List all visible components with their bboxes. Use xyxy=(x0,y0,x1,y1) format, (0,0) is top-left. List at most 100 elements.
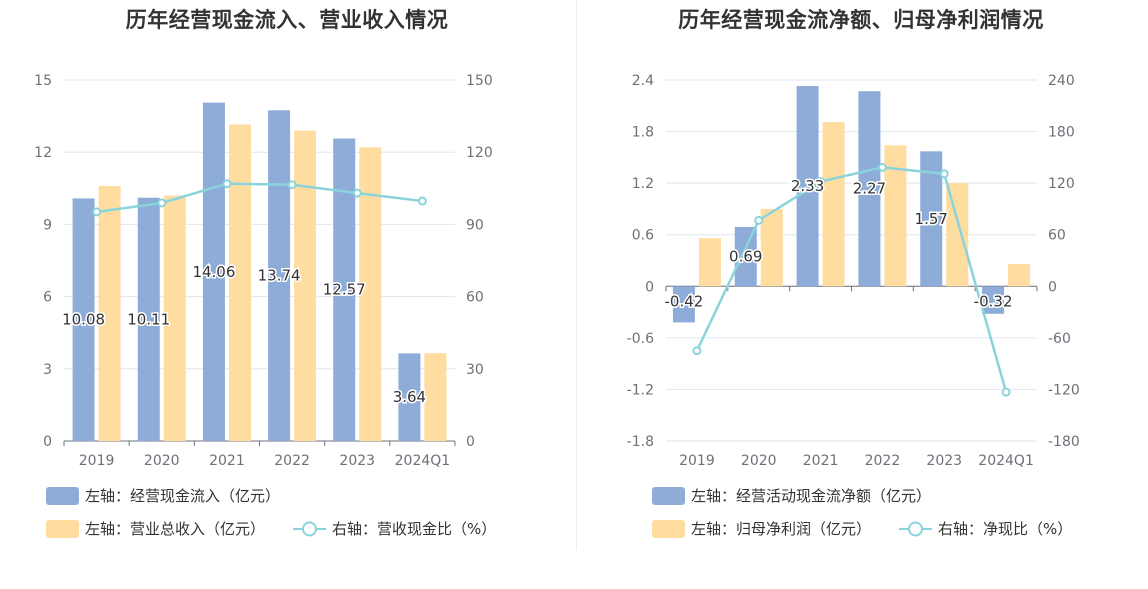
y-right-tick-label: 0 xyxy=(1048,279,1057,295)
chart-title: 历年经营现金流入、营业收入情况 xyxy=(125,8,449,32)
legend-label: 右轴：营收现金比（%） xyxy=(332,520,496,538)
bar xyxy=(884,145,907,287)
data-label: 14.06 xyxy=(192,263,235,281)
legend-swatch xyxy=(908,521,924,537)
y-right-tick-label: 240 xyxy=(1048,73,1075,89)
y-left-tick-label: 3 xyxy=(43,362,52,378)
y-left-tick-label: 15 xyxy=(34,73,52,89)
data-label: -0.42 xyxy=(665,292,704,310)
y-right-tick-label: 180 xyxy=(1048,125,1075,141)
line-point xyxy=(1001,387,1011,397)
x-tick-label: 2024Q1 xyxy=(395,453,451,469)
y-left-tick-label: 9 xyxy=(43,217,52,233)
bar xyxy=(163,195,186,441)
line-point xyxy=(939,169,949,179)
legend-swatch xyxy=(46,487,79,505)
y-left-tick-label: 1.8 xyxy=(632,125,654,141)
bar xyxy=(920,151,943,287)
data-label: -0.32 xyxy=(974,292,1013,310)
bar xyxy=(424,353,447,441)
bar xyxy=(98,185,121,441)
line-point xyxy=(754,215,764,225)
bar xyxy=(72,198,95,441)
line-point xyxy=(92,207,102,217)
line-point xyxy=(417,196,427,206)
y-right-tick-label: -120 xyxy=(1048,382,1080,398)
bar xyxy=(137,197,160,441)
y-left-tick-label: 2.4 xyxy=(632,73,654,89)
line-point xyxy=(287,180,297,190)
x-tick-label: 2021 xyxy=(209,453,245,469)
data-label: 10.11 xyxy=(127,310,170,328)
chart-canvas: 0 0 3 30 6 60 9 90 12 120 15 150 2019 2020 2021 2022 202… xyxy=(34,73,496,538)
y-right-tick-label: -180 xyxy=(1048,434,1080,450)
x-tick-label: 2020 xyxy=(741,453,777,469)
y-right-tick-label: 120 xyxy=(1048,176,1075,192)
y-right-tick-label: 120 xyxy=(466,145,493,161)
data-label: 3.64 xyxy=(393,388,426,406)
bar xyxy=(982,286,1005,314)
chart-panel-left: 历年经营现金流入、营业收入情况 0 0 3 30 6 60 9 90 12 120 15 150 201… xyxy=(34,8,496,538)
line-point xyxy=(692,346,702,356)
line-point xyxy=(222,179,232,189)
line-point xyxy=(877,162,887,172)
bar xyxy=(734,226,757,287)
legend-label: 左轴：经营现金流入（亿元） xyxy=(85,487,280,505)
y-right-tick-label: -60 xyxy=(1048,331,1071,347)
legend-label: 左轴：经营活动现金流净额（亿元） xyxy=(691,487,931,505)
legend-label: 右轴：净现比（%） xyxy=(938,520,1072,538)
y-left-tick-label: -1.2 xyxy=(627,382,654,398)
bar xyxy=(672,286,695,323)
bar xyxy=(760,208,783,287)
x-tick-label: 2019 xyxy=(79,453,115,469)
bar xyxy=(359,147,382,442)
legend-swatch xyxy=(302,521,318,537)
panel-divider xyxy=(576,0,577,550)
line-point xyxy=(157,198,167,208)
legend-label: 左轴：营业总收入（亿元） xyxy=(85,520,265,538)
y-right-tick-label: 150 xyxy=(466,73,493,89)
data-label: 13.74 xyxy=(258,267,301,285)
y-right-tick-label: 60 xyxy=(466,290,484,306)
x-tick-label: 2023 xyxy=(339,453,375,469)
legend-label: 左轴：归母净利润（亿元） xyxy=(691,520,871,538)
line-point xyxy=(352,188,362,198)
y-left-tick-label: 0.6 xyxy=(632,228,654,244)
legend-swatch xyxy=(652,520,685,538)
legend-swatch xyxy=(652,487,685,505)
chart-panel-right: 历年经营现金流净额、归母净利润情况 -1.8 -180 -1.2 -120 -0.6 -6… xyxy=(574,0,1148,589)
y-left-tick-label: 0 xyxy=(645,279,654,295)
chart-canvas: -1.8 -180 -1.2 -120 -0.6 -60 0 0 0.6 60 1.2 120 1.8 1… xyxy=(627,73,1080,538)
data-label: 2.33 xyxy=(791,177,824,195)
legend-swatch xyxy=(46,520,79,538)
line-series xyxy=(695,166,1008,393)
data-label: 10.08 xyxy=(62,311,105,329)
bar xyxy=(796,86,819,287)
bar xyxy=(398,353,421,441)
y-left-tick-label: 1.2 xyxy=(632,176,654,192)
x-tick-label: 2024Q1 xyxy=(978,453,1034,469)
x-tick-label: 2022 xyxy=(274,453,310,469)
data-label: 2.27 xyxy=(853,180,886,198)
chart-title: 历年经营现金流净额、归母净利润情况 xyxy=(678,8,1044,32)
x-tick-label: 2020 xyxy=(144,453,180,469)
bar xyxy=(946,183,969,287)
y-left-tick-label: 0 xyxy=(43,434,52,450)
bar xyxy=(858,91,881,287)
y-right-tick-label: 60 xyxy=(1048,228,1066,244)
bar xyxy=(822,122,845,287)
y-left-tick-label: -1.8 xyxy=(627,434,654,450)
bar xyxy=(698,238,721,287)
line-series xyxy=(96,182,423,214)
x-tick-label: 2022 xyxy=(865,453,901,469)
y-right-tick-label: 90 xyxy=(466,217,484,233)
x-tick-label: 2023 xyxy=(926,453,962,469)
bar xyxy=(228,124,251,442)
y-left-tick-label: -0.6 xyxy=(627,331,654,347)
y-right-tick-label: 0 xyxy=(466,434,475,450)
bar xyxy=(333,138,356,441)
y-right-tick-label: 30 xyxy=(466,362,484,378)
y-left-tick-label: 12 xyxy=(34,145,52,161)
bar xyxy=(268,110,291,441)
data-label: 0.69 xyxy=(729,248,762,266)
